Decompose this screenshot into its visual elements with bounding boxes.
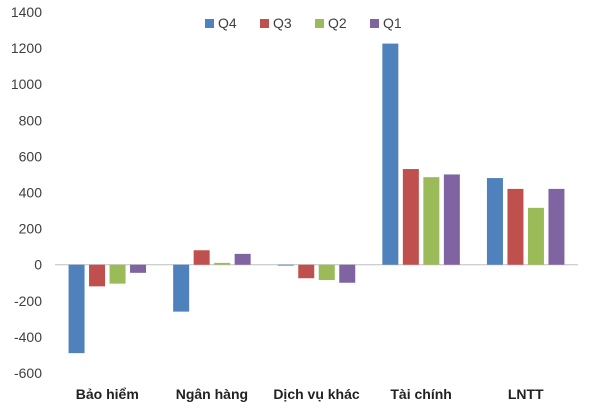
bar-q4-3 [277,264,294,266]
x-category-label: Ngân hàng [176,386,248,402]
y-tick-label: 600 [19,148,43,164]
legend-swatch [205,19,214,28]
legend-swatch [370,19,379,28]
y-tick-label: 1200 [11,40,42,56]
bar-q2-4 [423,177,440,265]
y-tick-label: 800 [19,112,43,128]
bar-q1-4 [443,174,460,265]
y-tick-label: 1000 [11,76,42,92]
legend-label: Q4 [218,15,237,31]
x-category-label: Bảo hiểm [76,386,139,402]
bar-group [68,43,565,354]
bar-q3-1 [89,264,106,287]
bar-q3-4 [402,169,419,265]
bar-q3-3 [298,264,315,279]
bar-q2-3 [318,264,335,281]
y-tick-label: -200 [14,293,42,309]
bar-q4-2 [173,264,190,312]
x-axis-labels: Bảo hiểm Ngân hàng Dịch vụ khác Tài chính LN… [76,386,544,402]
x-category-label: Tài chính [390,386,451,402]
bar-q1-2 [234,253,251,265]
legend: Q4 Q3 Q2 Q1 [205,15,402,31]
bar-q2-1 [109,264,126,284]
y-axis: -600 -400 -200 0 200 400 600 800 1000 1200 1400 [11,4,42,381]
bar-q3-2 [193,250,210,265]
legend-label: Q2 [328,15,347,31]
legend-label: Q1 [383,15,402,31]
bar-q1-5 [548,188,565,265]
legend-label: Q3 [273,15,292,31]
x-category-label: Dịch vụ khác [273,386,360,402]
y-tick-label: -600 [14,365,42,381]
bar-q4-4 [382,43,399,265]
bar-q4-5 [486,178,503,265]
bar-q2-2 [214,262,231,265]
y-tick-label: 200 [19,221,43,237]
legend-swatch [315,19,324,28]
y-tick-label: 400 [19,185,43,201]
bar-q1-3 [339,264,356,283]
bar-q2-5 [527,207,544,265]
y-tick-label: 0 [34,257,42,273]
y-tick-label: -400 [14,329,42,345]
y-tick-label: 1400 [11,4,42,20]
legend-swatch [260,19,269,28]
bar-q1-1 [130,264,147,273]
bar-q4-1 [68,264,85,354]
x-category-label: LNTT [508,386,544,402]
bar-q3-5 [507,188,524,265]
